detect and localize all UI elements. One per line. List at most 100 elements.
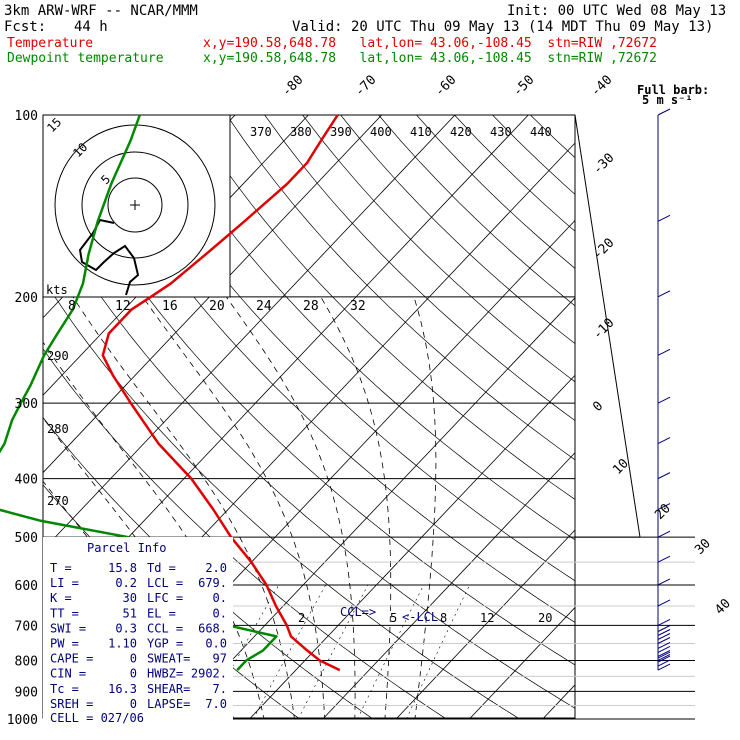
speed-tick-32: 32 [350,299,366,314]
wind-barbs [657,108,671,671]
parcel-key-left-3: TT = [50,606,79,620]
parcel-key-left-6: CAPE = [50,652,93,666]
isotherm-label-0: 0 [590,399,606,415]
dry-adiabat-410 [302,115,575,383]
moist-adiabat-18 [72,296,295,718]
parcel-value-left-4: 0.3 [115,621,137,635]
wind-barb-300-0 [657,396,671,404]
isotherm-label--70: -70 [352,73,379,100]
model-title: 3km ARW-WRF -- NCAR/MMM [4,3,198,19]
ccl-marker: CCL=> [340,605,376,619]
moist-adiabat-34 [413,296,437,718]
isotherm-10 [249,374,575,718]
isotherm-label--10: -10 [590,316,617,343]
wind-barb-550-0 [657,555,671,563]
speed-tick-28: 28 [303,299,319,314]
wind-barb-150-0 [657,214,671,222]
isotherm-label--30: -30 [590,151,617,178]
parcel-value-right-4: 668. [198,621,227,635]
pressure-label-800: 800 [15,654,38,669]
valid-time: Valid: 20 UTC Thu 09 May 13 (14 MDT Thu … [292,19,714,35]
wind-barb-600-0 [657,578,671,586]
pressure-label-600: 600 [15,579,38,594]
grid-layer [42,114,695,720]
mixing-ratio-label-12: 12 [480,611,494,625]
isotherm-label--50: -50 [510,73,537,100]
wind-barb-830-0 [657,663,671,671]
parcel-value-right-1: 679. [198,576,227,590]
parcel-value-left-3: 51 [123,606,137,620]
dry-adiabat-370 [150,115,575,541]
wind-barb-500-0 [657,530,671,538]
parcel-value-left-0: 15.8 [108,561,137,575]
parcel-key-left-5: PW = [50,637,79,651]
pressure-label-900: 900 [15,685,38,700]
parcel-value-left-2: 30 [123,591,137,605]
hodograph-ring-5 [107,177,163,233]
parcel-value-left-9: 0 [130,697,137,711]
theta-label-420: 420 [450,125,472,139]
parcel-value-left-5: 1.10 [108,637,137,651]
parcel-key-right-7: HWBZ= [147,667,183,681]
parcel-value-right-6: 97 [213,652,227,666]
parcel-key-right-9: LAPSE= [147,697,190,711]
dewpoint-legend-label: Dewpoint temperature [7,51,164,66]
parcel-key-left-9: SREH = [50,697,93,711]
dry-adiabat-470 [530,115,575,159]
isotherm-label--80: -80 [279,73,306,100]
wind-barb-700-0 [657,618,671,626]
pressure-label-200: 200 [15,291,38,306]
pressure-label-1000: 1000 [7,713,38,728]
forecast-label: Fcst: [4,19,47,35]
moist-adiabat-26 [225,296,356,718]
theta-label-400: 400 [370,125,392,139]
parcel-key-right-2: LFC = [147,591,183,605]
isotherm-0 [176,297,575,718]
parcel-cell: CELL = 027/06 [50,711,144,725]
pressure-label-100: 100 [15,109,38,124]
parcel-key-right-5: YGP = [147,637,183,651]
parcel-value-left-6: 0 [130,652,137,666]
parcel-value-right-0: 2.0 [205,561,227,575]
theta-label-430: 430 [490,125,512,139]
dry-adiabat-380 [188,115,575,500]
theta-left-label-270: 270 [47,494,69,508]
theta-label-440: 440 [530,125,552,139]
parcel-key-left-4: SWI = [50,621,86,635]
mixing-ratio-label-20: 20 [538,611,552,625]
init-time: Init: 00 UTC Wed 08 May 13 [507,3,727,19]
dry-adiabat-330 [43,204,575,709]
isotherm--60 [43,115,309,396]
dry-adiabat-350 [74,115,575,623]
speed-tick-8: 8 [68,299,76,314]
parcel-key-right-0: Td = [147,561,176,575]
isotherm-50 [543,684,575,718]
parcel-info-title: Parcel Info [87,541,166,555]
parcel-key-right-3: EL = [147,606,176,620]
wind-barb-830-2 [657,655,671,663]
theta-left-label-290: 290 [47,349,69,363]
wind-barb-800-0 [657,653,671,661]
isotherm-label-40: 40 [712,596,734,618]
wind-barb-750-1 [657,633,671,640]
dry-adiabat-390 [226,115,575,461]
wind-barb-650-0 [657,599,671,607]
parcel-value-right-9: 7.0 [205,697,227,711]
parcel-key-left-8: Tc = [50,682,79,696]
wind-barb-400-0 [657,472,671,480]
dry-adiabat-440 [416,115,575,269]
wind-barb-250-0 [657,348,671,356]
parcel-key-left-2: K = [50,591,72,605]
full-barb-unit: 5 m s⁻¹ [642,93,693,107]
speed-tick-12: 12 [115,299,131,314]
pressure-label-400: 400 [15,473,38,488]
parcel-value-right-8: 7. [213,682,227,696]
wind-barb-200-0 [657,290,671,298]
parcel-info-background [43,537,233,729]
isotherm-label-20: 20 [652,501,674,523]
temperature-trace [101,114,341,672]
parcel-value-right-5: 0.0 [205,637,227,651]
wind-barb-350-0 [657,437,671,445]
